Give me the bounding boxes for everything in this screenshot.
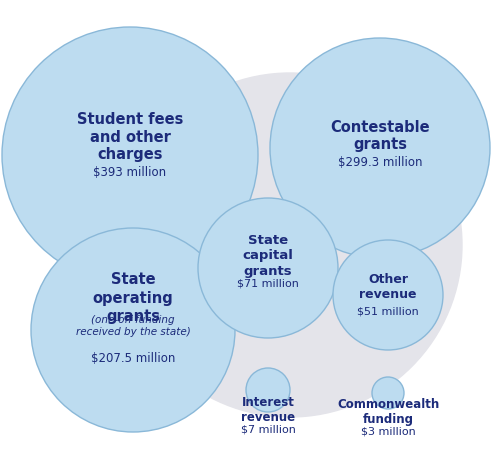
Text: $393 million: $393 million — [94, 167, 166, 180]
Text: Commonwealth
funding: Commonwealth funding — [337, 398, 439, 426]
Circle shape — [270, 38, 490, 258]
Text: $207.5 million: $207.5 million — [91, 352, 175, 365]
Text: Interest
revenue: Interest revenue — [241, 396, 295, 424]
Circle shape — [31, 228, 235, 432]
Circle shape — [333, 240, 443, 350]
Circle shape — [2, 27, 258, 283]
Circle shape — [198, 198, 338, 338]
Circle shape — [118, 73, 462, 417]
Text: $51 million: $51 million — [357, 306, 419, 316]
Circle shape — [246, 368, 290, 412]
Text: Other
revenue: Other revenue — [359, 273, 417, 301]
Text: Contestable
grants: Contestable grants — [330, 119, 430, 153]
Text: Student fees
and other
charges: Student fees and other charges — [77, 111, 183, 163]
Text: $299.3 million: $299.3 million — [338, 155, 422, 168]
Text: State
capital
grants: State capital grants — [242, 234, 294, 278]
Text: $7 million: $7 million — [240, 425, 296, 435]
Circle shape — [372, 377, 404, 409]
Text: $71 million: $71 million — [237, 279, 299, 289]
Text: State
operating
grants: State operating grants — [92, 273, 174, 323]
Text: $3 million: $3 million — [360, 427, 416, 437]
Text: (one-off funding
received by the state): (one-off funding received by the state) — [76, 315, 190, 337]
